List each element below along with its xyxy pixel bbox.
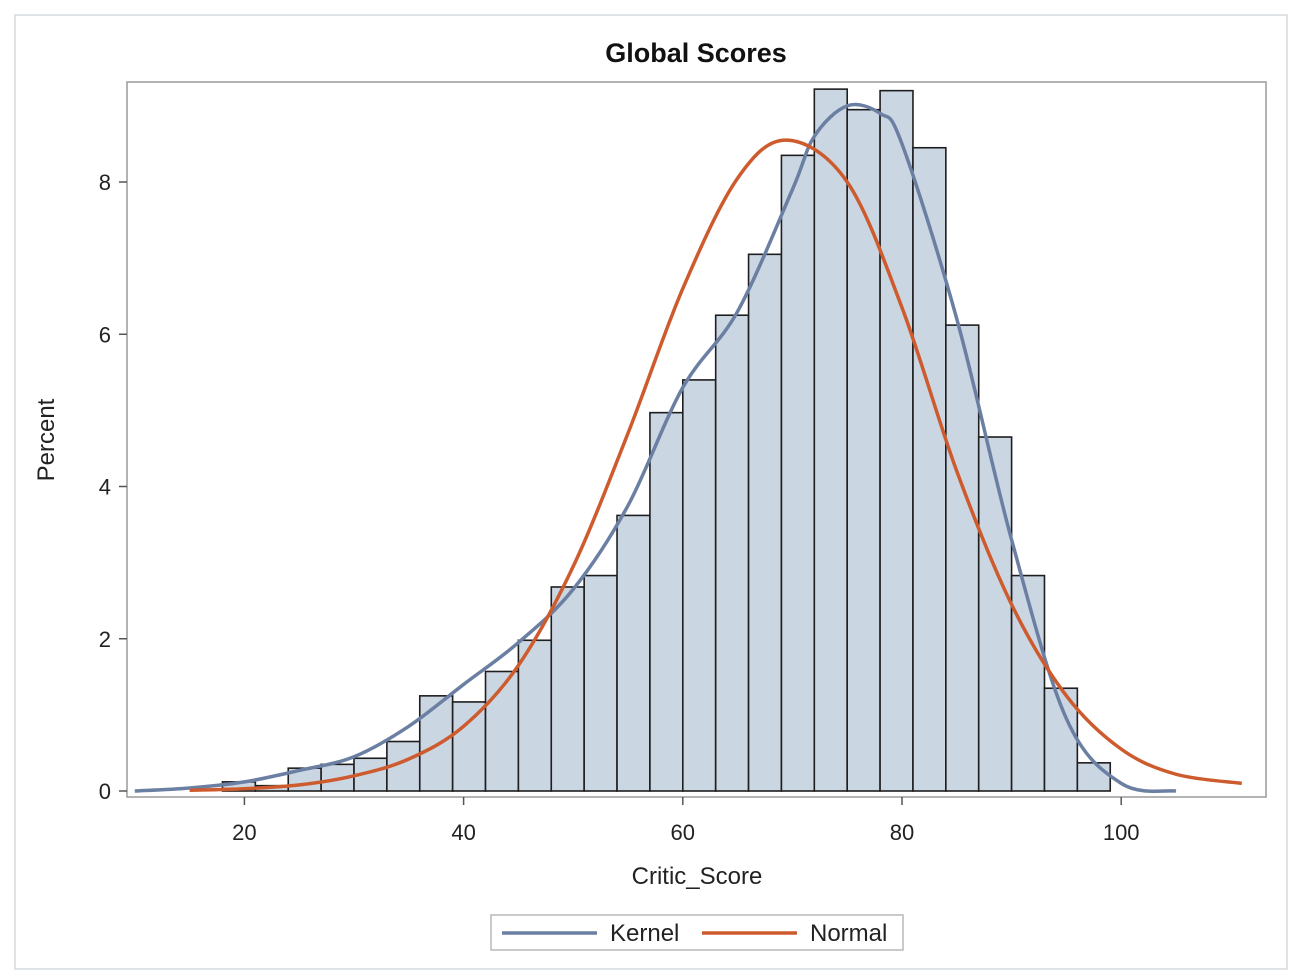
histogram-bar [879, 89, 914, 792]
x-axis: 20 40 60 80 100 [232, 797, 1140, 845]
x-tick-label: 80 [890, 820, 914, 845]
y-tick-label: 8 [99, 170, 111, 195]
y-tick-label: 4 [99, 475, 111, 500]
histogram-bar [912, 146, 947, 792]
histogram-bar [550, 586, 585, 792]
legend: Kernel Normal [490, 914, 904, 951]
x-tick-label: 20 [232, 820, 256, 845]
bars-group [221, 88, 1112, 792]
x-tick-label: 60 [671, 820, 695, 845]
x-tick-label: 40 [451, 820, 475, 845]
histogram-bar [484, 670, 520, 792]
histogram-bar [1076, 762, 1112, 792]
histogram-bar [616, 514, 651, 792]
normal-curve [189, 138, 1243, 792]
histogram-bar [517, 639, 553, 792]
histogram-bar [945, 324, 980, 792]
histogram-bar [714, 314, 750, 792]
histogram-bar [747, 253, 783, 792]
histogram-bar [583, 574, 618, 792]
curves-group [134, 102, 1243, 793]
chart-title: Global Scores [605, 38, 787, 68]
y-axis-title: Percent [33, 398, 60, 481]
histogram-bar [846, 108, 881, 792]
x-axis-title: Critic_Score [632, 863, 763, 890]
legend-normal-label: Normal [810, 920, 887, 947]
y-axis: 0 2 4 6 8 [99, 170, 127, 804]
histogram-bar [451, 701, 487, 792]
histogram-bar [813, 88, 849, 792]
kernel-curve [134, 102, 1177, 793]
y-tick-label: 6 [99, 322, 111, 347]
legend-kernel-label: Kernel [610, 920, 679, 947]
y-tick-label: 0 [99, 779, 111, 804]
histogram-bar [1010, 574, 1046, 792]
histogram-bar [649, 411, 684, 792]
y-tick-label: 2 [99, 627, 111, 652]
histogram-bar [681, 379, 717, 792]
histogram-bar [780, 154, 816, 792]
x-tick-label: 100 [1103, 820, 1140, 845]
histogram-bar [977, 436, 1013, 792]
